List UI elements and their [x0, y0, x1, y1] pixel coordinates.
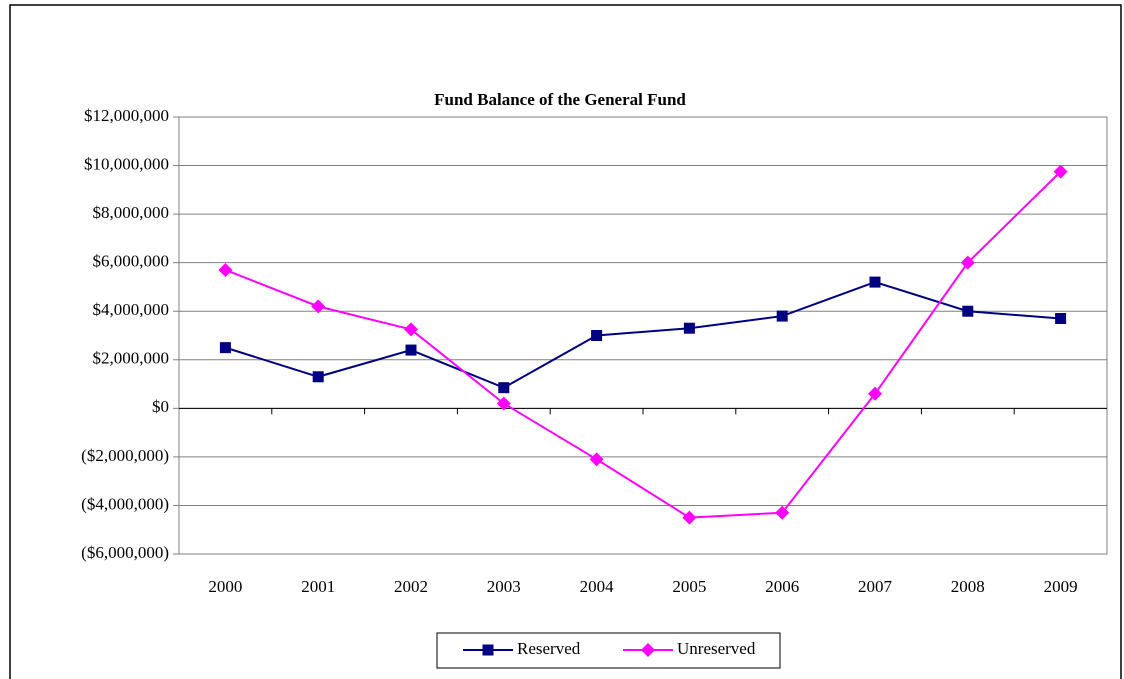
y-tick-label: $4,000,000: [93, 300, 170, 319]
marker: [498, 382, 510, 394]
marker: [775, 505, 790, 520]
legend-label: Unreserved: [677, 639, 756, 658]
y-tick-label: ($2,000,000): [81, 446, 169, 465]
y-tick-label: $6,000,000: [93, 252, 170, 271]
x-tick-label: 2001: [301, 577, 335, 596]
marker: [682, 510, 697, 525]
marker: [869, 276, 881, 288]
marker: [1055, 313, 1067, 325]
x-tick-label: 2002: [394, 577, 428, 596]
x-tick-label: 2007: [858, 577, 893, 596]
marker: [776, 310, 788, 322]
x-tick-label: 2006: [765, 577, 799, 596]
series-line: [225, 170, 1062, 519]
marker: [218, 262, 233, 277]
marker: [589, 452, 604, 467]
x-tick-label: 2004: [580, 577, 615, 596]
marker: [641, 643, 655, 657]
y-tick-label: $0: [152, 397, 169, 416]
y-tick-label: $12,000,000: [84, 106, 169, 125]
marker: [311, 299, 326, 314]
marker: [482, 644, 494, 656]
y-tick-label: $8,000,000: [93, 203, 170, 222]
x-tick-label: 2000: [208, 577, 242, 596]
marker: [496, 396, 511, 411]
marker: [219, 342, 231, 354]
y-tick-label: $2,000,000: [93, 349, 170, 368]
marker: [868, 386, 882, 401]
marker: [962, 305, 974, 317]
series-line: [225, 281, 1061, 389]
y-tick-label: $10,000,000: [84, 154, 169, 173]
marker: [404, 322, 418, 337]
marker: [1053, 164, 1068, 179]
marker: [405, 344, 417, 356]
x-tick-label: 2003: [487, 577, 521, 596]
x-tick-label: 2009: [1044, 577, 1078, 596]
y-tick-label: ($4,000,000): [81, 494, 169, 513]
legend-label: Reserved: [517, 639, 581, 658]
marker: [591, 330, 603, 341]
y-tick-label: ($6,000,000): [81, 543, 169, 562]
chart-title: Fund Balance of the General Fund: [434, 90, 686, 109]
marker: [960, 255, 975, 270]
marker: [312, 371, 324, 383]
marker: [683, 322, 695, 334]
x-tick-label: 2005: [672, 577, 706, 596]
x-tick-label: 2008: [951, 577, 985, 596]
